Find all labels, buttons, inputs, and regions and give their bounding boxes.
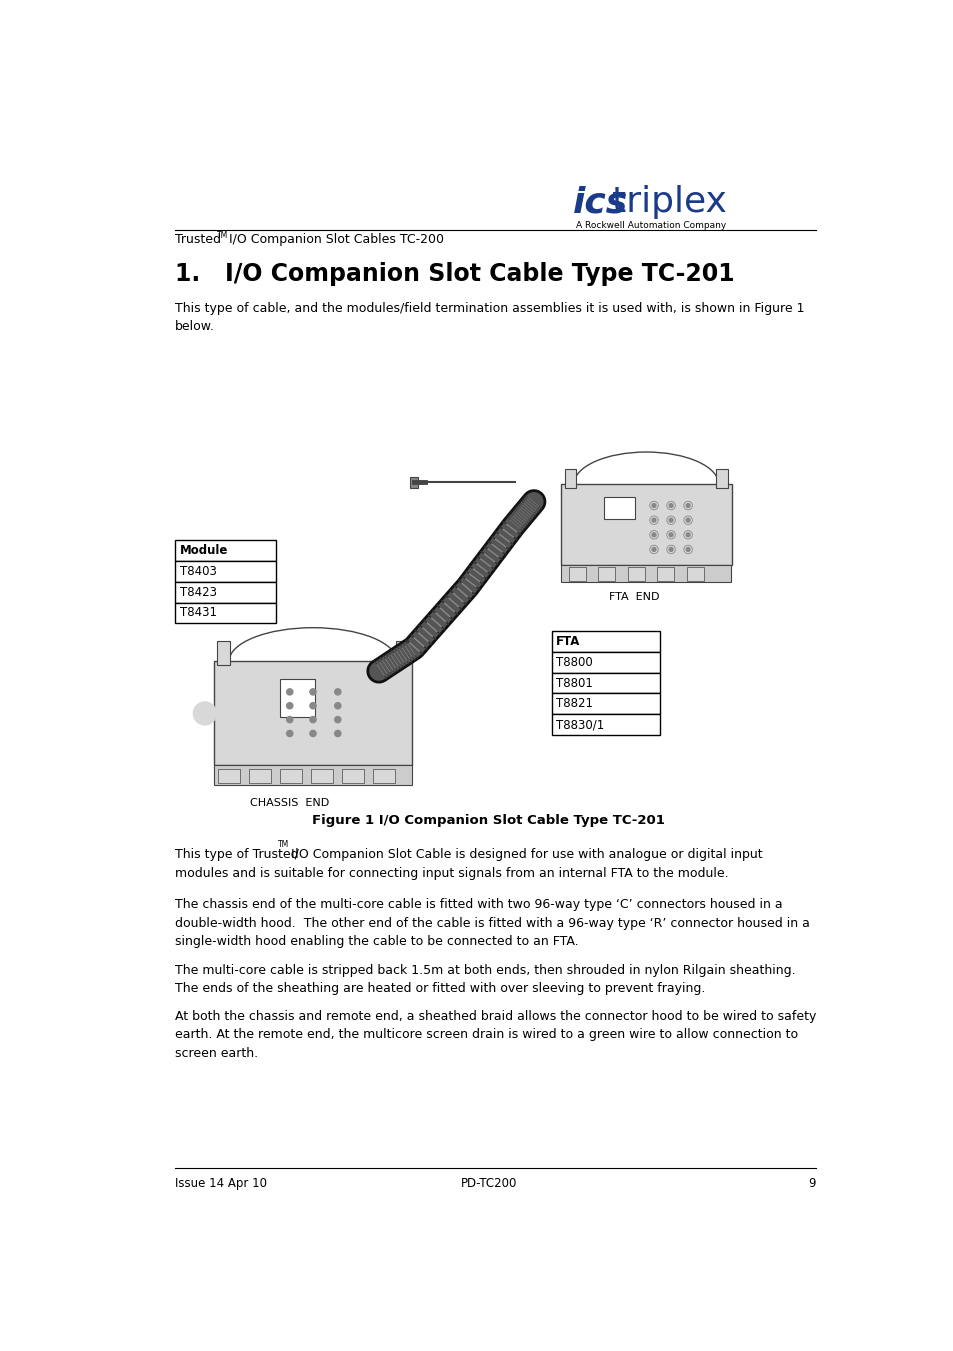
Text: T8800: T8800 [556,655,593,669]
Text: T8821: T8821 [556,697,593,711]
Bar [564,469,576,488]
Circle shape [652,532,656,536]
Circle shape [668,532,672,536]
Circle shape [218,684,234,700]
Circle shape [685,504,689,508]
Bar [174,582,275,603]
Circle shape [310,703,315,709]
Text: T8830/1: T8830/1 [556,719,604,731]
Bar [568,567,585,581]
Bar [603,497,634,519]
Text: T8403: T8403 [179,565,216,578]
Circle shape [286,716,293,723]
Circle shape [286,689,293,694]
Text: modules and is suitable for connecting input signals from an internal FTA to the: modules and is suitable for connecting i… [174,867,728,880]
Text: The chassis end of the multi-core cable is fitted with two 96-way type ‘C’ conne: The chassis end of the multi-core cable … [174,898,809,948]
Text: I/O Companion Slot Cable is designed for use with analogue or digital input: I/O Companion Slot Cable is designed for… [286,848,761,861]
Bar [280,769,301,784]
Text: ics: ics [572,185,627,219]
Bar [551,673,659,693]
Bar [218,769,239,784]
Bar [174,561,275,582]
Circle shape [652,547,656,551]
Bar [216,642,231,665]
Text: CHASSIS  END: CHASSIS END [250,797,329,808]
Bar [551,715,659,735]
Circle shape [310,731,315,736]
Bar [716,469,727,488]
Text: triplex: triplex [612,185,726,219]
Bar [560,565,731,582]
Text: TM: TM [216,231,228,240]
Circle shape [335,689,340,694]
Bar [627,567,644,581]
Text: T8801: T8801 [556,677,593,689]
Bar [249,769,271,784]
Text: A Rockwell Automation Company: A Rockwell Automation Company [576,220,726,230]
Bar [342,769,363,784]
Bar [598,567,615,581]
Circle shape [652,519,656,521]
Bar [410,477,417,488]
Circle shape [310,716,315,723]
Circle shape [310,689,315,694]
Text: TM: TM [277,840,289,850]
Circle shape [335,716,340,723]
Circle shape [668,547,672,551]
Circle shape [652,504,656,508]
Text: Module: Module [179,544,228,557]
Text: PD-TC200: PD-TC200 [460,1177,517,1190]
Circle shape [218,740,234,755]
Text: At both the chassis and remote end, a sheathed braid allows the connector hood t: At both the chassis and remote end, a sh… [174,1011,816,1061]
Text: T8431: T8431 [179,607,216,620]
Circle shape [685,547,689,551]
Bar [657,567,674,581]
Text: Figure 1 I/O Companion Slot Cable Type TC-201: Figure 1 I/O Companion Slot Cable Type T… [313,813,664,827]
Circle shape [286,703,293,709]
Bar [551,631,659,651]
Circle shape [668,519,672,521]
Bar [686,567,703,581]
Circle shape [193,703,216,725]
Text: This type of Trusted: This type of Trusted [174,848,298,861]
FancyBboxPatch shape [214,662,412,766]
Circle shape [335,731,340,736]
Text: FTA  END: FTA END [609,592,659,603]
Bar [214,766,412,785]
Text: T8423: T8423 [179,586,216,598]
Text: 1.   I/O Companion Slot Cable Type TC-201: 1. I/O Companion Slot Cable Type TC-201 [174,262,734,286]
Circle shape [335,703,340,709]
Text: Issue 14 Apr 10: Issue 14 Apr 10 [174,1177,267,1190]
Circle shape [286,731,293,736]
Bar [280,678,314,717]
Circle shape [392,684,407,700]
Text: 9: 9 [807,1177,815,1190]
Circle shape [392,740,407,755]
Bar [551,693,659,715]
Circle shape [668,504,672,508]
Text: I/O Companion Slot Cables TC-200: I/O Companion Slot Cables TC-200 [224,232,443,246]
Text: Trusted: Trusted [174,232,221,246]
Bar [311,769,333,784]
Text: The multi-core cable is stripped back 1.5m at both ends, then shrouded in nylon : The multi-core cable is stripped back 1.… [174,963,795,996]
Bar [551,651,659,673]
Circle shape [714,508,729,523]
Circle shape [685,519,689,521]
Text: FTA: FTA [556,635,580,648]
Bar [373,769,395,784]
Bar [174,540,275,561]
Circle shape [685,532,689,536]
Bar [395,642,409,665]
Bar [174,603,275,623]
Text: This type of cable, and the modules/field termination assemblies it is used with: This type of cable, and the modules/fiel… [174,303,803,334]
FancyBboxPatch shape [560,485,731,565]
